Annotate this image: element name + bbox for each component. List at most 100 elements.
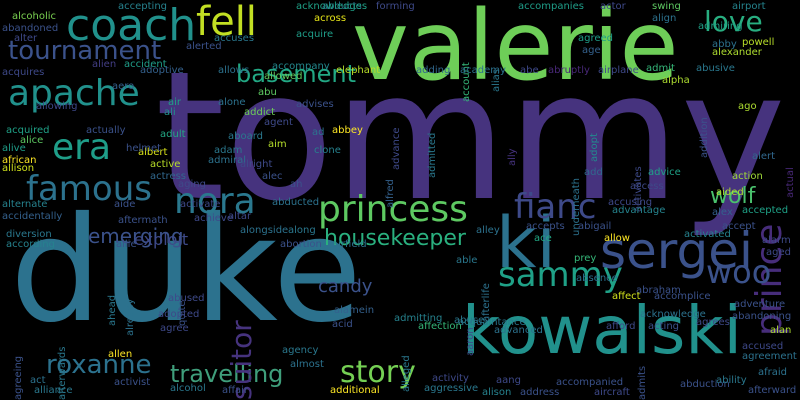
word-era: era [52, 127, 112, 168]
word-afford: afford [606, 321, 636, 332]
word-nora: nora [174, 181, 256, 222]
word-abandoning: abandoning [732, 311, 792, 322]
word-abused: abused [168, 293, 205, 304]
word-accident: accident [124, 59, 167, 70]
word-actually: actually [86, 125, 126, 136]
word-airfield: airfield [332, 239, 367, 250]
word-agent: agent [264, 117, 293, 128]
word-ability: ability [716, 375, 747, 386]
word-tournament: tournament [8, 36, 162, 66]
word-abuse: abuse [454, 315, 485, 326]
word-adventure: adventure [734, 299, 786, 310]
word-advises: advises [296, 99, 334, 110]
word-prey: prey [574, 253, 597, 264]
word-allowed: allowed [264, 71, 303, 82]
word-alleged: alleged [401, 355, 412, 392]
word-accepting: accepting [118, 1, 168, 12]
word-aircraft: aircraft [594, 387, 630, 398]
word-air: air [168, 97, 182, 108]
word-travelling: travelling [170, 360, 284, 388]
word-agency: agency [282, 345, 319, 356]
word-alter: alter [14, 33, 38, 44]
word-aggressive: aggressive [424, 383, 479, 394]
word-adopted: adopted [158, 309, 200, 320]
word-activated: activated [684, 229, 731, 240]
word-admitting: admitting [394, 313, 443, 324]
word-already: already [125, 298, 136, 336]
word-aero: aero [112, 81, 135, 92]
word-housekeeper: housekeeper [324, 226, 466, 251]
word-sammy: sammy [498, 255, 623, 295]
word-alice: alice [20, 135, 44, 146]
word-swing: swing [652, 1, 681, 12]
word-alien: alien [92, 59, 117, 70]
word-abigail: abigail [578, 221, 612, 232]
word-absence: absence [576, 273, 618, 284]
word-altar: altar [228, 211, 252, 222]
word-powell: powell [742, 37, 775, 48]
word-accept: accept [722, 221, 756, 232]
word-admit: admit [646, 63, 675, 74]
word-abu: abu [258, 87, 277, 98]
word-align: align [652, 13, 677, 24]
word-accompany: accompany [272, 61, 330, 72]
word-abe: abe [520, 65, 539, 76]
word-active: active [150, 159, 181, 170]
word-ah: ah [290, 179, 303, 190]
word-alright: alright [240, 159, 273, 170]
word-famous: famous [26, 169, 152, 209]
word-affection: affection [418, 321, 462, 332]
word-albert: albert [138, 147, 168, 158]
word-addict: addict [244, 107, 276, 118]
word-activist: activist [114, 377, 151, 388]
word-alamein: alamein [334, 305, 375, 316]
word-academy: academy [460, 65, 506, 76]
word-across: across [314, 13, 347, 24]
word-aftermath: aftermath [118, 215, 168, 226]
word-roxanne: roxanne [46, 350, 152, 380]
word-advice: advice [648, 167, 681, 178]
word-diversion: diversion [6, 229, 52, 240]
word-abandoned: abandoned [2, 23, 59, 34]
word-princess: princess [318, 189, 468, 230]
word-advance: advance [391, 127, 402, 170]
word-basement: basement [236, 60, 356, 88]
word-alexander: alexander [712, 47, 762, 58]
word-advantage: advantage [612, 205, 666, 216]
word-acting: acting [648, 321, 680, 332]
word-additional: additional [330, 385, 380, 396]
word-agreed: agreed [578, 33, 614, 44]
word-alcoholic: alcoholic [12, 11, 57, 22]
word-valerie: valerie [352, 0, 679, 102]
word-aide: aide [114, 199, 136, 210]
word-alec: alec [262, 171, 283, 182]
word-actress: actress [150, 171, 187, 182]
word-accepted: accepted [742, 205, 789, 216]
word-acknowledge: acknowledge [640, 309, 706, 320]
word-aging: aging [178, 179, 206, 190]
word-ahead: ahead [107, 294, 118, 326]
word-accompanies: accompanies [518, 1, 584, 12]
word-allowing: allowing [36, 101, 78, 112]
word-accompanied: accompanied [556, 377, 624, 388]
word-allen: allen [108, 349, 133, 360]
word-agree: agree [160, 323, 189, 334]
word-alongside: alongside [240, 225, 289, 236]
word-ally: ally [507, 148, 518, 166]
word-agreement: agreement [742, 351, 797, 362]
word-allow: allow [604, 233, 630, 244]
word-alert: alert [752, 151, 776, 162]
word-acquires: acquires [2, 67, 45, 78]
word-able: able [456, 255, 478, 266]
word-actual: actual [785, 167, 796, 198]
word-accuses: accuses [214, 33, 255, 44]
word-admits: admits [637, 365, 648, 400]
word-elephant: elephant [336, 65, 381, 76]
word-abruptly: abruptly [548, 65, 590, 76]
word-airport: airport [732, 1, 766, 12]
word-adopt: adopt [589, 133, 600, 162]
word-ad: ad [312, 127, 325, 138]
word-alex: alex [712, 207, 733, 218]
word-abduction: abduction [680, 379, 730, 390]
